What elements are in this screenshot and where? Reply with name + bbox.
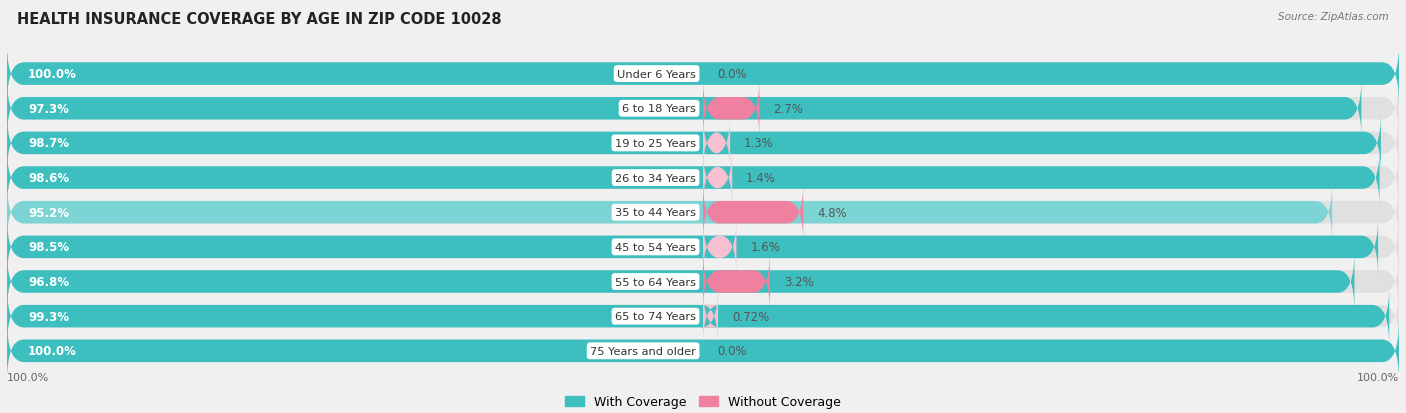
FancyBboxPatch shape <box>7 44 1399 104</box>
Text: 0.0%: 0.0% <box>717 68 747 81</box>
FancyBboxPatch shape <box>703 217 737 278</box>
Text: 98.5%: 98.5% <box>28 241 69 254</box>
Text: 0.0%: 0.0% <box>717 344 747 357</box>
FancyBboxPatch shape <box>7 252 1399 312</box>
Text: 97.3%: 97.3% <box>28 102 69 116</box>
Text: 95.2%: 95.2% <box>28 206 69 219</box>
FancyBboxPatch shape <box>7 252 1354 312</box>
FancyBboxPatch shape <box>7 148 1399 209</box>
Text: 4.8%: 4.8% <box>817 206 846 219</box>
FancyBboxPatch shape <box>703 148 733 209</box>
Text: Source: ZipAtlas.com: Source: ZipAtlas.com <box>1278 12 1389 22</box>
FancyBboxPatch shape <box>703 113 730 174</box>
Text: 19 to 25 Years: 19 to 25 Years <box>614 139 696 149</box>
Text: 1.6%: 1.6% <box>751 241 780 254</box>
FancyBboxPatch shape <box>7 148 1379 209</box>
Text: 100.0%: 100.0% <box>1357 373 1399 382</box>
Text: 55 to 64 Years: 55 to 64 Years <box>614 277 696 287</box>
Text: 3.2%: 3.2% <box>783 275 814 288</box>
FancyBboxPatch shape <box>703 252 770 312</box>
FancyBboxPatch shape <box>7 79 1361 139</box>
FancyBboxPatch shape <box>7 183 1331 243</box>
FancyBboxPatch shape <box>7 286 1399 347</box>
FancyBboxPatch shape <box>702 286 720 347</box>
Text: 2.7%: 2.7% <box>773 102 803 116</box>
FancyBboxPatch shape <box>7 183 1399 243</box>
Text: 75 Years and older: 75 Years and older <box>591 346 696 356</box>
Text: 1.4%: 1.4% <box>747 172 776 185</box>
FancyBboxPatch shape <box>7 113 1399 174</box>
Legend: With Coverage, Without Coverage: With Coverage, Without Coverage <box>561 390 845 413</box>
Text: 0.72%: 0.72% <box>733 310 769 323</box>
Text: 99.3%: 99.3% <box>28 310 69 323</box>
Text: 98.6%: 98.6% <box>28 172 69 185</box>
FancyBboxPatch shape <box>7 286 1389 347</box>
FancyBboxPatch shape <box>703 79 759 139</box>
Text: 65 to 74 Years: 65 to 74 Years <box>614 311 696 321</box>
FancyBboxPatch shape <box>703 183 803 243</box>
Text: 6 to 18 Years: 6 to 18 Years <box>623 104 696 114</box>
FancyBboxPatch shape <box>7 79 1399 139</box>
Text: Under 6 Years: Under 6 Years <box>617 69 696 79</box>
FancyBboxPatch shape <box>7 217 1399 278</box>
FancyBboxPatch shape <box>7 44 1399 104</box>
Text: HEALTH INSURANCE COVERAGE BY AGE IN ZIP CODE 10028: HEALTH INSURANCE COVERAGE BY AGE IN ZIP … <box>17 12 502 27</box>
Text: 35 to 44 Years: 35 to 44 Years <box>614 208 696 218</box>
Text: 100.0%: 100.0% <box>28 344 77 357</box>
Text: 96.8%: 96.8% <box>28 275 69 288</box>
Text: 100.0%: 100.0% <box>28 68 77 81</box>
FancyBboxPatch shape <box>7 321 1399 381</box>
Text: 1.3%: 1.3% <box>744 137 773 150</box>
Text: 100.0%: 100.0% <box>7 373 49 382</box>
Text: 98.7%: 98.7% <box>28 137 69 150</box>
FancyBboxPatch shape <box>7 321 1399 381</box>
Text: 26 to 34 Years: 26 to 34 Years <box>616 173 696 183</box>
Text: 45 to 54 Years: 45 to 54 Years <box>614 242 696 252</box>
FancyBboxPatch shape <box>7 113 1381 174</box>
FancyBboxPatch shape <box>7 217 1378 278</box>
